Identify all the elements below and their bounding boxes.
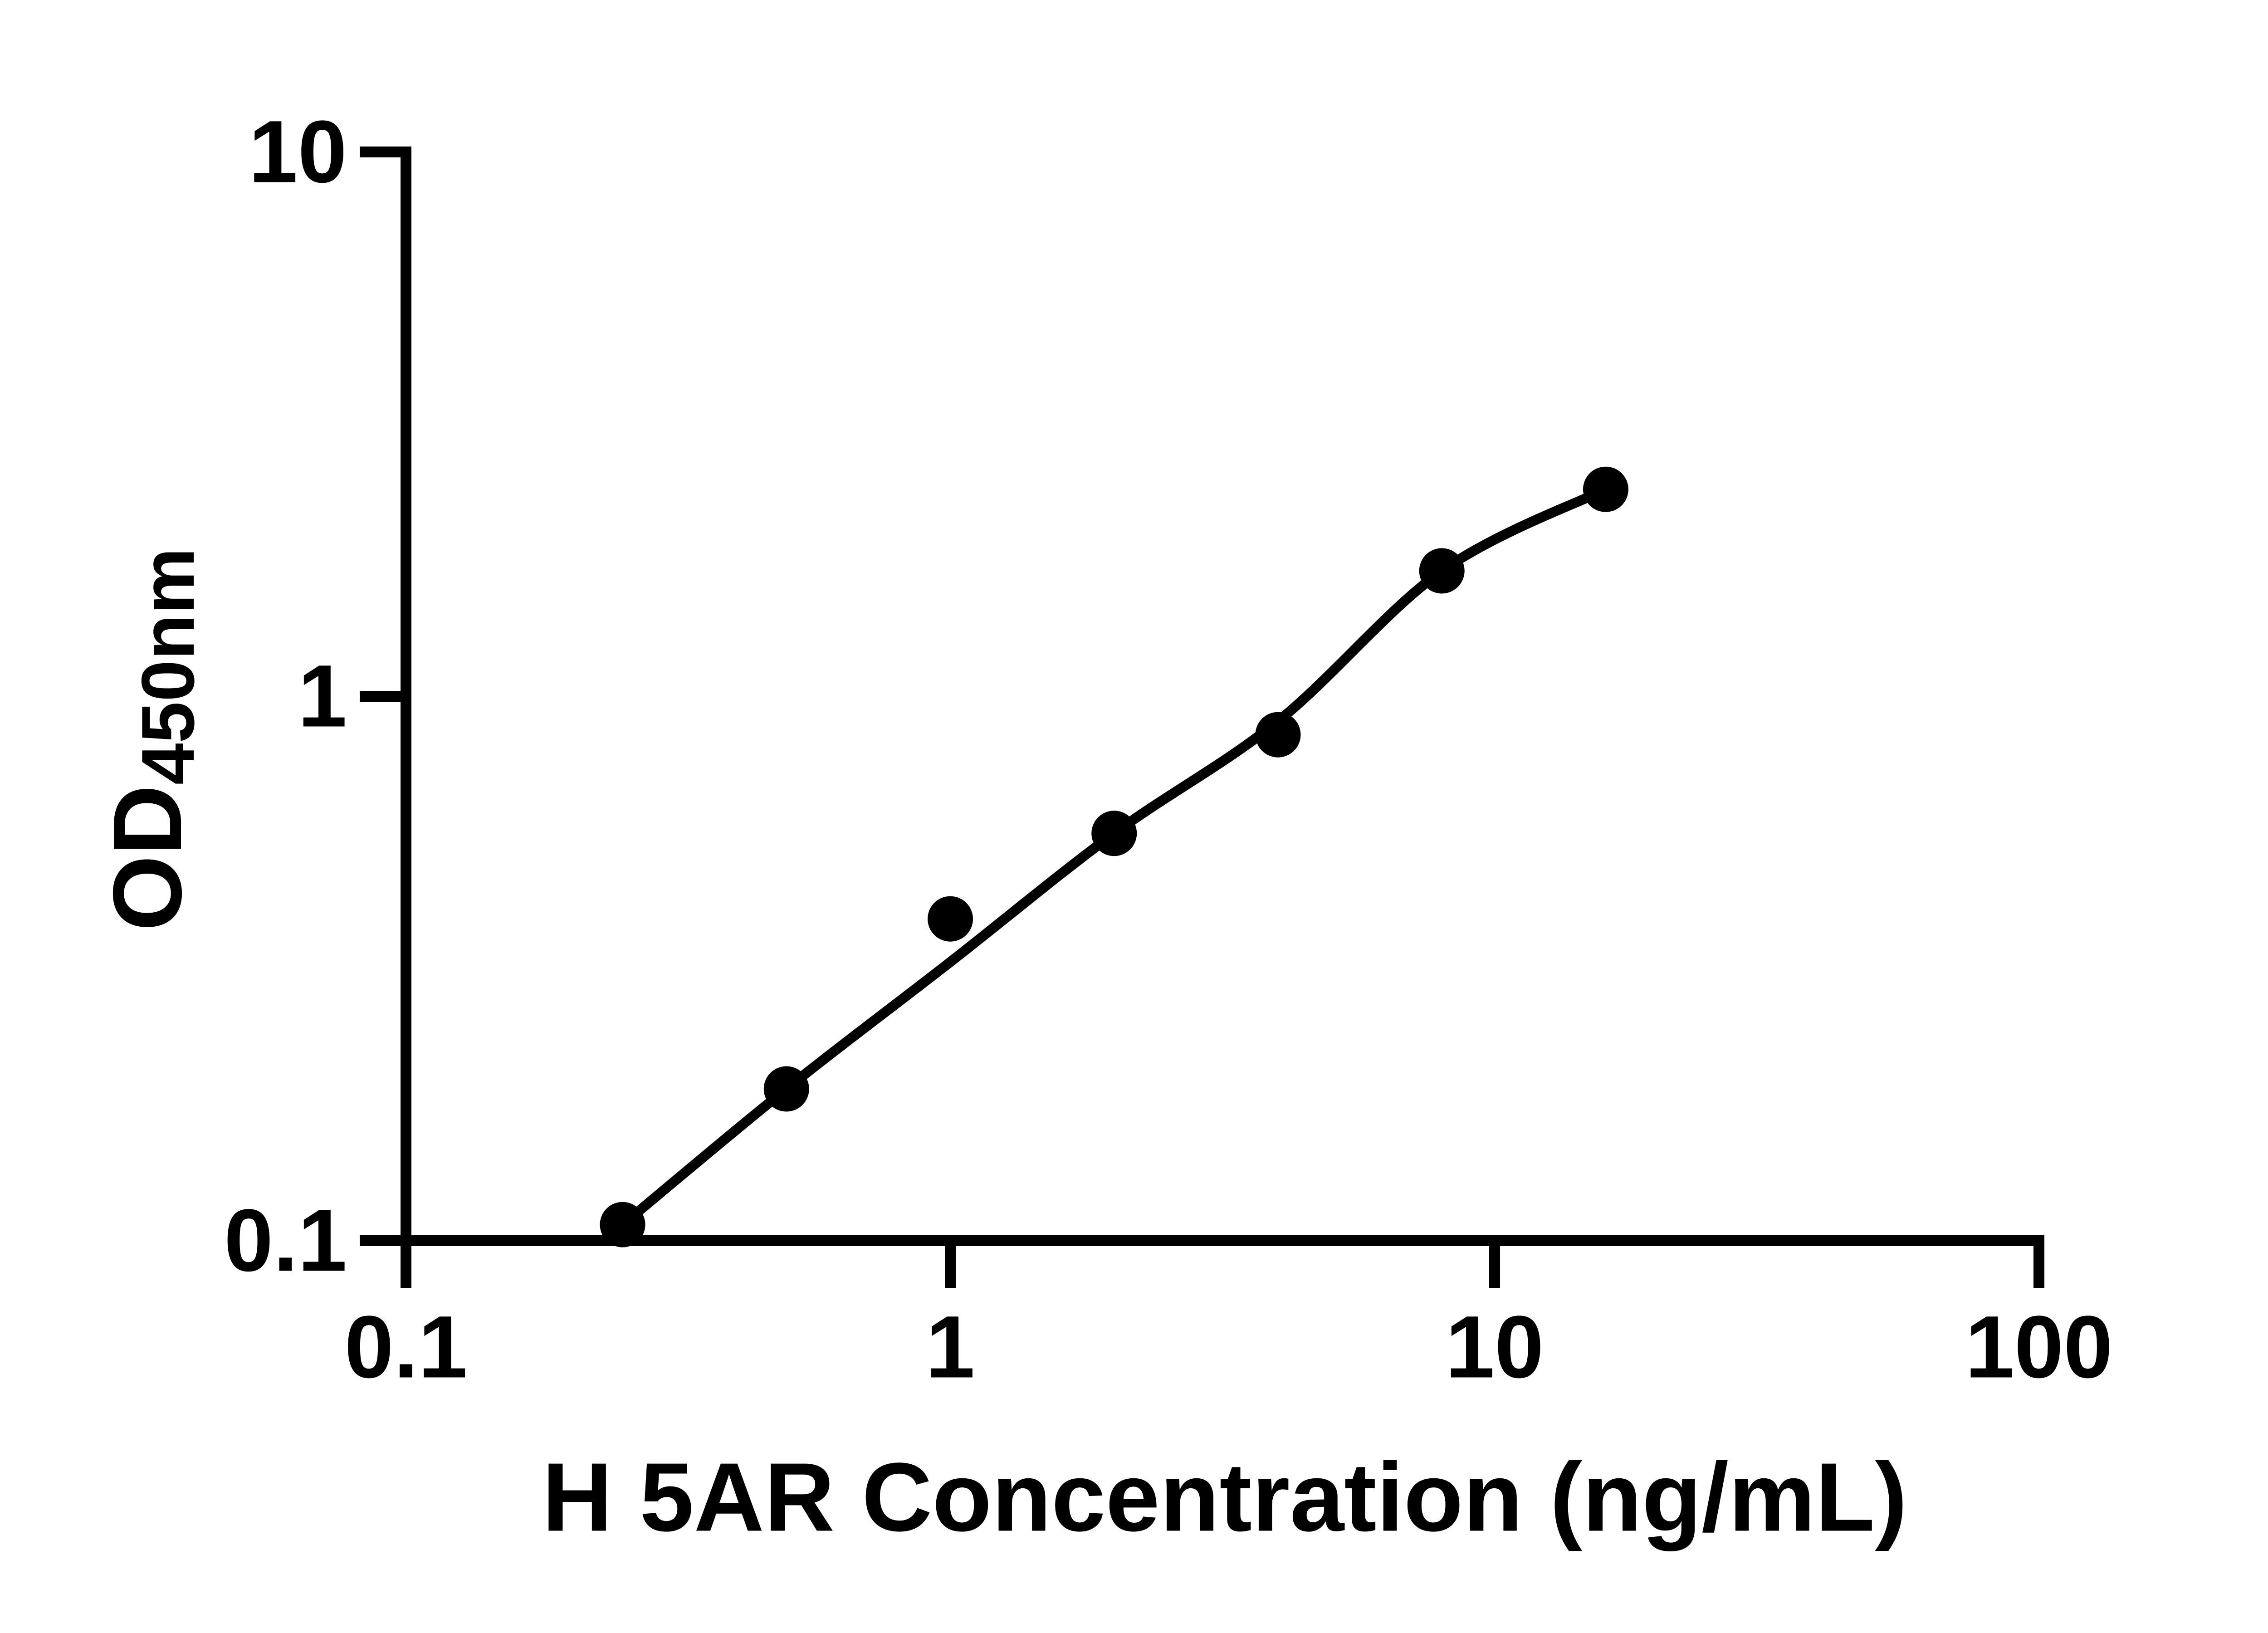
x-tick-label: 0.1	[344, 1297, 468, 1397]
y-tick-label: 0.1	[224, 1191, 347, 1290]
data-point	[600, 1202, 645, 1247]
y-tick-label: 1	[298, 646, 347, 746]
y-axis-title-base: OD	[93, 785, 202, 931]
y-tick-label: 10	[249, 102, 347, 201]
data-point	[1419, 548, 1465, 594]
x-axis-title: H 5AR Concentration (ng/mL)	[542, 1442, 1907, 1552]
data-point	[1091, 811, 1137, 856]
x-tick-label: 10	[1445, 1297, 1544, 1397]
data-point	[928, 896, 973, 942]
data-point	[1583, 466, 1628, 512]
x-tick-label: 1	[925, 1297, 975, 1397]
data-point	[763, 1066, 809, 1112]
y-axis-title-subscript: 450nm	[126, 548, 210, 785]
data-point	[1255, 712, 1301, 758]
x-tick-label: 100	[1965, 1297, 2113, 1397]
y-axis-title: OD450nm	[93, 548, 210, 931]
fit-curve	[619, 484, 1608, 1229]
